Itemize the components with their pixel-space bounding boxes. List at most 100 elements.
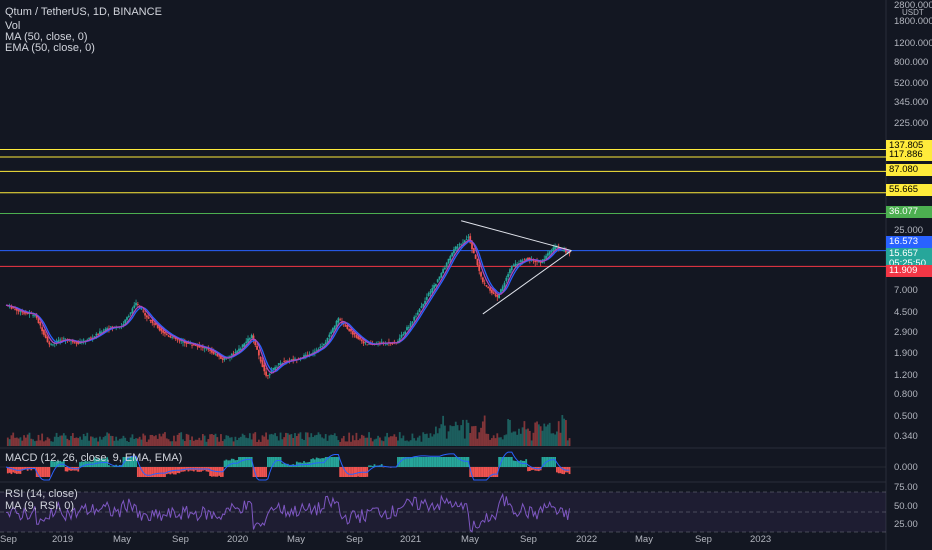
volume-bar bbox=[165, 438, 168, 446]
volume-bar bbox=[308, 437, 311, 446]
macd-hist bbox=[355, 467, 358, 477]
candle-body bbox=[39, 322, 42, 326]
macd-hist bbox=[50, 460, 53, 467]
macd-hist bbox=[279, 457, 282, 467]
candle-body bbox=[167, 335, 170, 337]
macd-hist bbox=[160, 467, 163, 477]
macd-hist bbox=[257, 467, 260, 477]
candle-body bbox=[135, 302, 137, 306]
macd-hist bbox=[272, 457, 275, 467]
macd-hist bbox=[223, 460, 226, 467]
candle-body bbox=[89, 337, 92, 339]
volume-bar bbox=[398, 432, 401, 446]
macd-hist bbox=[138, 467, 141, 477]
y-tick: 2800.000 bbox=[894, 0, 932, 11]
candle-body bbox=[344, 325, 347, 327]
candle-body bbox=[263, 364, 266, 372]
candle-body bbox=[294, 358, 296, 361]
macd-hist bbox=[563, 467, 566, 475]
y-tick: 1.900 bbox=[894, 348, 918, 359]
volume-bar bbox=[52, 441, 54, 446]
volume-bar bbox=[8, 439, 11, 446]
macd-hist bbox=[133, 457, 136, 467]
candle-body bbox=[494, 294, 497, 296]
candle-body bbox=[180, 340, 183, 342]
macd-hist bbox=[442, 457, 445, 467]
candle-body bbox=[440, 273, 443, 278]
volume-bar bbox=[295, 436, 298, 446]
macd-hist bbox=[416, 457, 419, 467]
macd-hist bbox=[451, 457, 454, 467]
macd-hist bbox=[243, 457, 246, 467]
volume-bar bbox=[290, 434, 293, 446]
candle-body bbox=[95, 333, 98, 336]
candle-body bbox=[462, 242, 464, 244]
volume-bar bbox=[530, 440, 533, 446]
macd-hist bbox=[37, 467, 40, 477]
volume-bar bbox=[129, 437, 132, 446]
volume-bar bbox=[353, 440, 356, 446]
macd-hist bbox=[369, 465, 372, 467]
volume-bar bbox=[332, 435, 334, 446]
candle-body bbox=[519, 260, 522, 262]
volume-bar bbox=[478, 432, 481, 446]
candle-body bbox=[211, 350, 213, 353]
volume-bar bbox=[24, 437, 27, 446]
macd-hist bbox=[277, 457, 280, 467]
volume-bar bbox=[44, 440, 47, 446]
volume-bar bbox=[91, 436, 94, 446]
macd-hist bbox=[559, 467, 562, 474]
volume-bar bbox=[301, 438, 304, 446]
macd-hist bbox=[492, 467, 495, 477]
macd-hist bbox=[516, 461, 519, 467]
candle-body bbox=[272, 368, 275, 370]
candle-body bbox=[196, 345, 199, 347]
macd-hist bbox=[140, 467, 143, 477]
y-tick: 0.800 bbox=[894, 389, 918, 400]
volume-bar bbox=[413, 438, 416, 446]
candle-body bbox=[276, 366, 278, 368]
volume-bar bbox=[99, 436, 101, 446]
volume-bar bbox=[265, 432, 267, 446]
macd-hist bbox=[330, 457, 333, 467]
macd-hist bbox=[422, 457, 425, 467]
volume-bar bbox=[492, 435, 495, 446]
macd-hist bbox=[113, 466, 116, 467]
y-tick: 345.000 bbox=[894, 97, 929, 108]
volume-bar bbox=[180, 432, 183, 446]
macd-hist bbox=[530, 467, 533, 471]
macd-hist bbox=[510, 457, 513, 467]
volume-bar bbox=[15, 437, 18, 446]
candle-body bbox=[48, 342, 51, 345]
candle-body bbox=[10, 306, 13, 309]
volume-bar bbox=[23, 435, 25, 446]
volume-bar bbox=[422, 432, 425, 446]
volume-bar bbox=[182, 439, 184, 446]
rsi-tick: 25.00 bbox=[894, 519, 918, 530]
macd-hist bbox=[241, 457, 244, 467]
volume-bar bbox=[382, 441, 385, 446]
volume-bar bbox=[416, 437, 419, 446]
volume-bar bbox=[173, 435, 175, 446]
candle-body bbox=[500, 289, 502, 293]
candle-body bbox=[147, 317, 150, 319]
candle-body bbox=[162, 330, 165, 333]
volume-bar bbox=[377, 435, 379, 446]
volume-bar bbox=[109, 435, 112, 446]
volume-bar bbox=[532, 432, 535, 446]
macd-hist bbox=[528, 467, 531, 471]
candle-body bbox=[243, 343, 246, 347]
triangle-upper-line bbox=[461, 220, 572, 252]
candle-body bbox=[413, 316, 416, 321]
volume-bar bbox=[344, 441, 347, 446]
candle-body bbox=[160, 328, 163, 332]
candle-body bbox=[88, 338, 90, 339]
candle-body bbox=[126, 317, 128, 320]
x-tick: 2019 bbox=[52, 534, 74, 545]
macd-hist bbox=[409, 457, 412, 467]
candle-body bbox=[21, 311, 24, 313]
volume-bar bbox=[279, 432, 282, 446]
macd-hist bbox=[328, 457, 331, 467]
candle-body bbox=[471, 242, 473, 250]
